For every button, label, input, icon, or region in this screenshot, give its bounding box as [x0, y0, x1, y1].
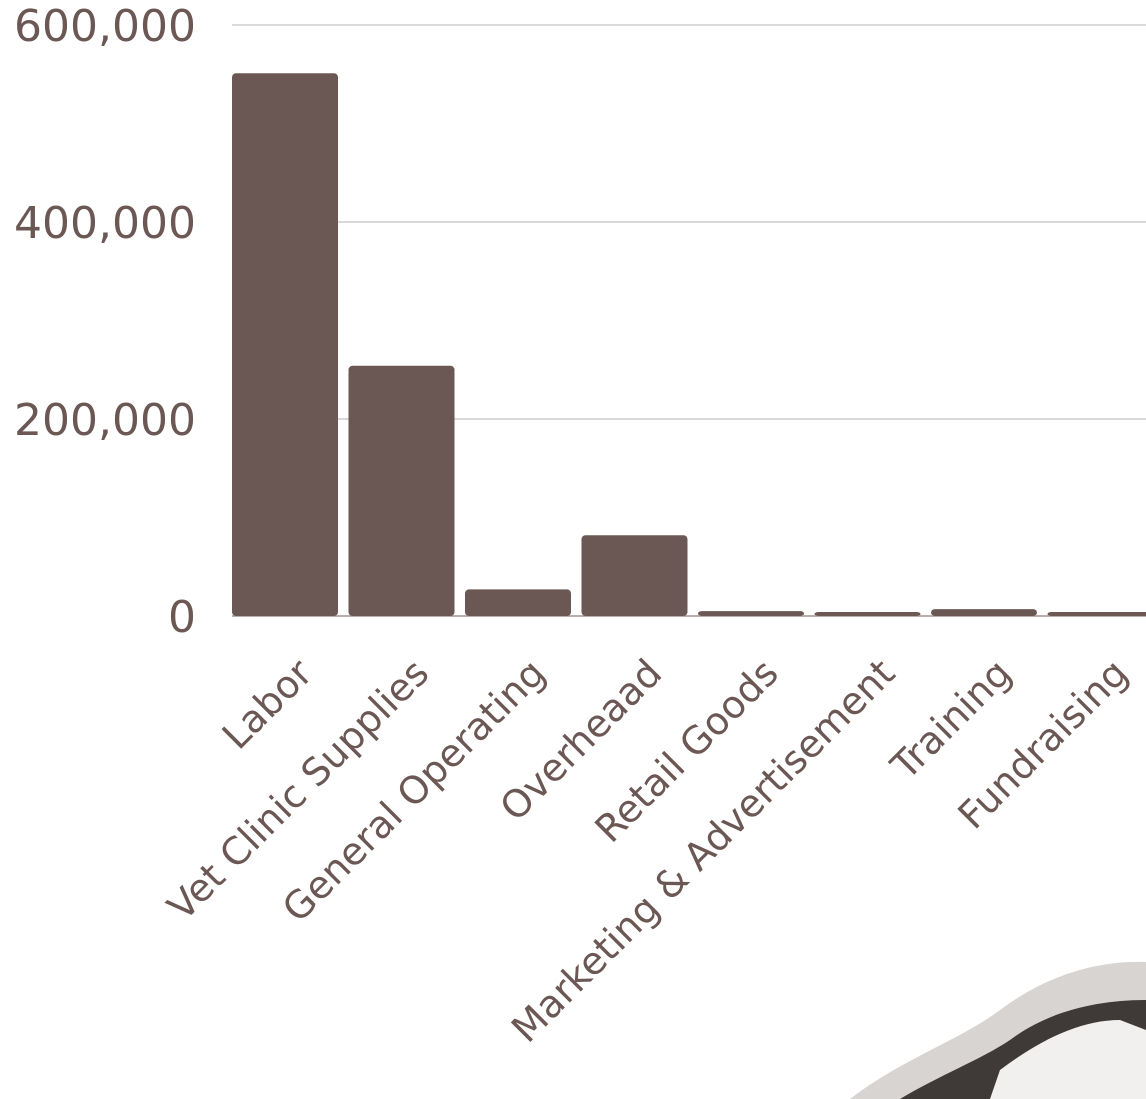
- bar: [348, 365, 455, 616]
- cat-photo: [850, 961, 1146, 1099]
- bar: [1047, 612, 1146, 616]
- bar: [931, 609, 1037, 616]
- y-tick-label: 600,000: [14, 1, 196, 52]
- y-tick-label: 0: [168, 592, 196, 643]
- y-tick-label: 400,000: [14, 198, 196, 249]
- bar: [581, 535, 688, 616]
- bar: [465, 589, 571, 616]
- bar: [232, 73, 338, 616]
- x-tick-label: Labor: [214, 650, 321, 757]
- y-tick-label: 200,000: [14, 395, 196, 446]
- bar: [814, 612, 921, 616]
- bar: [698, 611, 804, 616]
